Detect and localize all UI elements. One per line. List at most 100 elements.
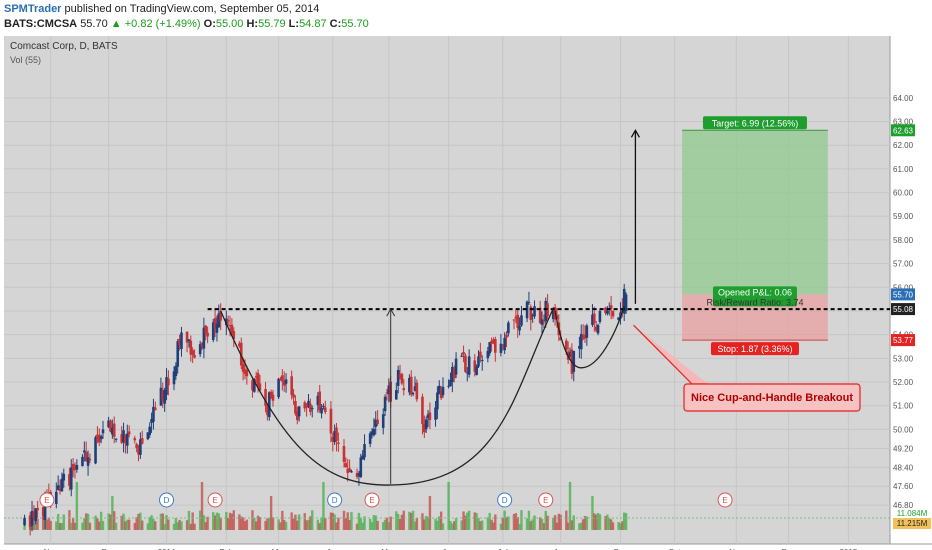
volume-bar <box>578 523 581 530</box>
price-axis-label-bg <box>891 334 915 347</box>
price-chart[interactable]: 64.00 63.00 62.00 61.00 60.00 59.00 58.00 57.00… <box>0 34 932 550</box>
symbol-label[interactable]: BATS:CMCSA <box>4 18 78 30</box>
x-tick-label: Jul <box>498 548 508 550</box>
candle-body <box>376 419 379 424</box>
volume-bar <box>591 496 594 530</box>
volume-bar <box>215 512 219 530</box>
candle-body <box>43 498 47 520</box>
volume-bar <box>122 513 125 530</box>
volume-bar <box>68 510 71 530</box>
volume-bar <box>372 515 376 530</box>
candle-body <box>135 444 138 449</box>
volume-bar <box>540 518 544 530</box>
candle-body <box>494 338 497 353</box>
volume-bar <box>150 515 153 530</box>
candle-body <box>322 405 325 407</box>
last-price: 55.70 <box>80 18 108 30</box>
low-label: L: <box>288 18 300 30</box>
volume-bar <box>438 516 441 530</box>
x-tick-label: Feb <box>219 548 233 550</box>
volume-bar <box>152 518 155 530</box>
candle-body <box>578 346 581 349</box>
volume-bar <box>187 510 191 530</box>
candle-body <box>527 302 531 304</box>
candle-body <box>475 366 478 376</box>
candle-body <box>473 360 477 372</box>
price-axis-label-bg <box>891 288 915 301</box>
y-tick-label: 56.00 <box>893 283 914 292</box>
volume-bar <box>492 522 495 530</box>
volume-bar <box>55 521 58 530</box>
volume-bar <box>346 512 349 530</box>
volume-bar <box>307 519 310 530</box>
volume-bar <box>269 496 273 530</box>
volume-bar <box>546 515 549 530</box>
y-tick-label: 57.00 <box>893 260 914 269</box>
candle-body <box>127 431 131 435</box>
candle-body <box>591 314 594 325</box>
candle-body <box>411 393 415 395</box>
volume-bar <box>413 521 417 530</box>
x-tick-label: Mar <box>272 548 286 550</box>
candle-body <box>266 405 269 416</box>
volume-bar <box>529 521 532 530</box>
candle-body <box>551 310 555 320</box>
volume-bar <box>296 520 299 530</box>
volume-bar <box>320 517 323 530</box>
candle-body <box>84 451 88 462</box>
volume-bar <box>253 517 256 530</box>
up-arrow-icon: ▲ <box>110 18 122 30</box>
candle-body <box>436 392 439 410</box>
y-tick-label: 50.00 <box>893 425 914 434</box>
volume-bar <box>88 522 92 530</box>
publisher-name[interactable]: SPMTrader <box>4 3 62 15</box>
volume-bar <box>382 522 385 530</box>
volume-bar <box>113 511 116 530</box>
candle-body <box>172 371 176 385</box>
volume-bar <box>385 517 389 530</box>
pl-label: Opened P&L: 0.06 <box>718 287 792 297</box>
candle-body <box>451 366 454 383</box>
x-tick-label: Nov <box>729 548 743 550</box>
candle-body <box>198 344 202 355</box>
volume-bar <box>49 520 52 530</box>
candle-body <box>139 439 142 455</box>
volume-label-2: 11.215M <box>897 519 928 528</box>
chart-header: SPMTrader published on TradingView.com, … <box>0 0 932 34</box>
volume-bar <box>167 519 170 530</box>
volume-bar <box>609 519 613 530</box>
volume-bar <box>45 519 49 530</box>
candle-body <box>454 358 458 375</box>
volume-bar <box>544 510 547 530</box>
candle-body <box>335 427 338 441</box>
candle-body <box>538 307 542 323</box>
candle-body <box>228 324 232 326</box>
volume-bar <box>596 512 600 530</box>
volume-bar <box>200 482 204 530</box>
y-tick-label: 51.00 <box>893 402 914 411</box>
candle-body <box>316 395 320 405</box>
y-tick-label: 62.00 <box>893 141 914 150</box>
candle-body <box>202 327 206 349</box>
dividend-event-icon <box>327 492 343 508</box>
candle-body <box>593 313 596 323</box>
candle-body <box>122 430 125 443</box>
candle-body <box>146 432 150 440</box>
candle-body <box>120 434 123 443</box>
volume-bar <box>464 515 467 530</box>
volume-bar <box>337 517 340 530</box>
volume-bar <box>395 511 398 530</box>
volume-bar <box>617 522 620 530</box>
candle-body <box>238 343 241 347</box>
volume-bar <box>191 512 194 530</box>
candle-body <box>505 334 508 338</box>
candle-body <box>383 396 387 412</box>
candle-body <box>624 294 628 311</box>
volume-bar <box>518 523 521 530</box>
volume-bar <box>217 513 221 530</box>
volume-bar <box>475 512 478 530</box>
candle-body <box>426 414 430 419</box>
candle-body <box>226 320 230 322</box>
x-tick-label: 2014 <box>158 548 176 550</box>
candle-body <box>32 511 36 518</box>
